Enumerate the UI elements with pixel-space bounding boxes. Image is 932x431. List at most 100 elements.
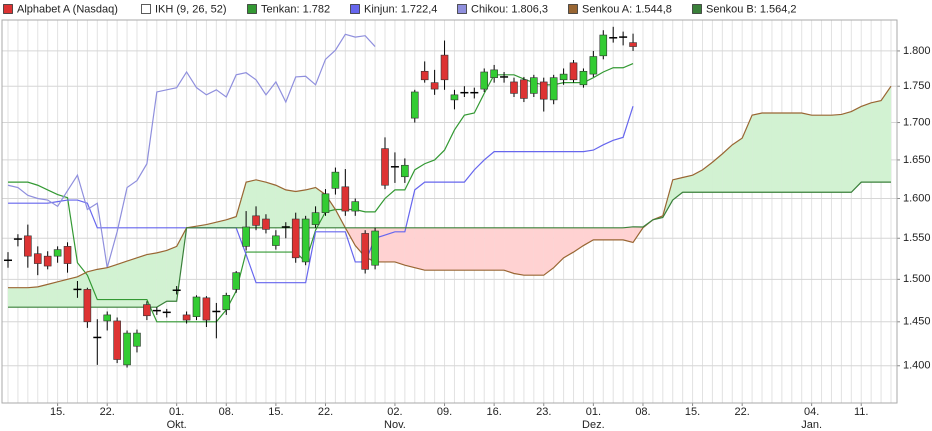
y-tick-label: 1.700 [903, 116, 931, 128]
candle-body [252, 215, 260, 226]
cloud [732, 138, 743, 193]
candle-body [401, 164, 409, 178]
y-tick-label: 1.650 [903, 154, 931, 166]
candle-body [123, 332, 131, 366]
candle-body [63, 246, 72, 264]
candle-body [311, 212, 320, 225]
cloud [206, 222, 217, 228]
indicator-line [8, 105, 634, 284]
cloud [97, 267, 108, 308]
candle-body [53, 249, 62, 257]
candle-body [589, 56, 598, 75]
cloud [781, 112, 792, 193]
cloud [851, 106, 862, 193]
cloud [881, 86, 891, 183]
cloud [831, 114, 842, 193]
candle-body [520, 79, 528, 99]
cloud [385, 227, 395, 262]
x-tick-label: 11. [854, 406, 868, 418]
legend-swatch [247, 4, 257, 14]
legend-swatch [692, 4, 702, 14]
cloud [563, 227, 574, 258]
legend-swatch [568, 4, 578, 14]
x-tick-label: 08. [635, 406, 650, 418]
candle-body [539, 81, 548, 100]
candle-body [272, 235, 280, 246]
cloud [603, 227, 614, 240]
candle-body [579, 70, 588, 86]
candle-body [232, 272, 240, 290]
cloud [275, 185, 286, 228]
cloud [285, 189, 296, 228]
y-tick-label: 1.800 [903, 45, 931, 57]
cloud [543, 227, 554, 276]
candle-body [351, 201, 360, 212]
candle-body [43, 255, 52, 267]
legend-swatch [457, 4, 467, 14]
candle-body [549, 77, 558, 101]
cloud [692, 169, 703, 193]
candle-body [341, 186, 350, 212]
cloud [573, 227, 584, 253]
candle-body [143, 304, 151, 317]
candle-body [222, 295, 231, 311]
cloud [265, 182, 276, 228]
plot-background [2, 20, 897, 403]
indicator-line [8, 62, 634, 323]
cloud [712, 153, 723, 193]
candle-body [371, 230, 379, 266]
cloud [801, 112, 812, 193]
cloud [17, 287, 28, 308]
candle-body [291, 218, 300, 259]
cloud [791, 112, 802, 193]
cloud [484, 227, 495, 271]
cloud [513, 227, 524, 276]
cloud [474, 227, 485, 271]
candle-body [24, 235, 32, 257]
cloud [494, 227, 505, 271]
x-tick-label: 22. [100, 406, 115, 418]
cloud [166, 246, 177, 302]
x-tick-label: 01. [169, 406, 184, 418]
indicator-line [7, 33, 376, 268]
cloud [464, 227, 475, 271]
x-tick-label: 22. [735, 406, 750, 418]
candle-body [430, 82, 439, 90]
x-tick-label: 15. [50, 406, 65, 418]
candle-body [420, 70, 429, 81]
cloud [136, 254, 147, 308]
y-tick-label: 1.600 [903, 192, 931, 204]
candle-body [113, 320, 121, 360]
x-tick-label: 09. [437, 406, 452, 418]
cloud [682, 175, 693, 193]
legend-swatch [141, 4, 151, 14]
cloud [871, 100, 882, 183]
x-tick-label: 02. [387, 406, 402, 418]
cloud [444, 227, 455, 271]
x-tick-sublabel: Okt. [167, 419, 187, 431]
cloud [414, 227, 425, 271]
candle-body [331, 171, 340, 189]
cloud [861, 102, 872, 183]
candle-body [33, 253, 42, 264]
cloud [8, 287, 18, 308]
candle-body [361, 233, 369, 270]
cloud [672, 177, 683, 201]
cloud [504, 227, 514, 274]
legend-label: IKH (9, 26, 52) [155, 3, 227, 15]
y-tick-label: 1.550 [903, 232, 931, 244]
cloud [454, 227, 465, 271]
legend-label: Chikou: 1.806,3 [471, 3, 548, 15]
candle-body [202, 297, 211, 321]
x-tick-sublabel: Dez. [582, 419, 605, 431]
candle-body [192, 296, 201, 317]
candle-body [242, 226, 250, 247]
cloud [533, 227, 544, 276]
cloud [623, 226, 634, 243]
x-tick-sublabel: Nov. [384, 419, 406, 431]
candle-body [83, 289, 92, 323]
candle-body [321, 193, 330, 213]
legend-label: Kinjun: 1.722,4 [364, 3, 437, 15]
